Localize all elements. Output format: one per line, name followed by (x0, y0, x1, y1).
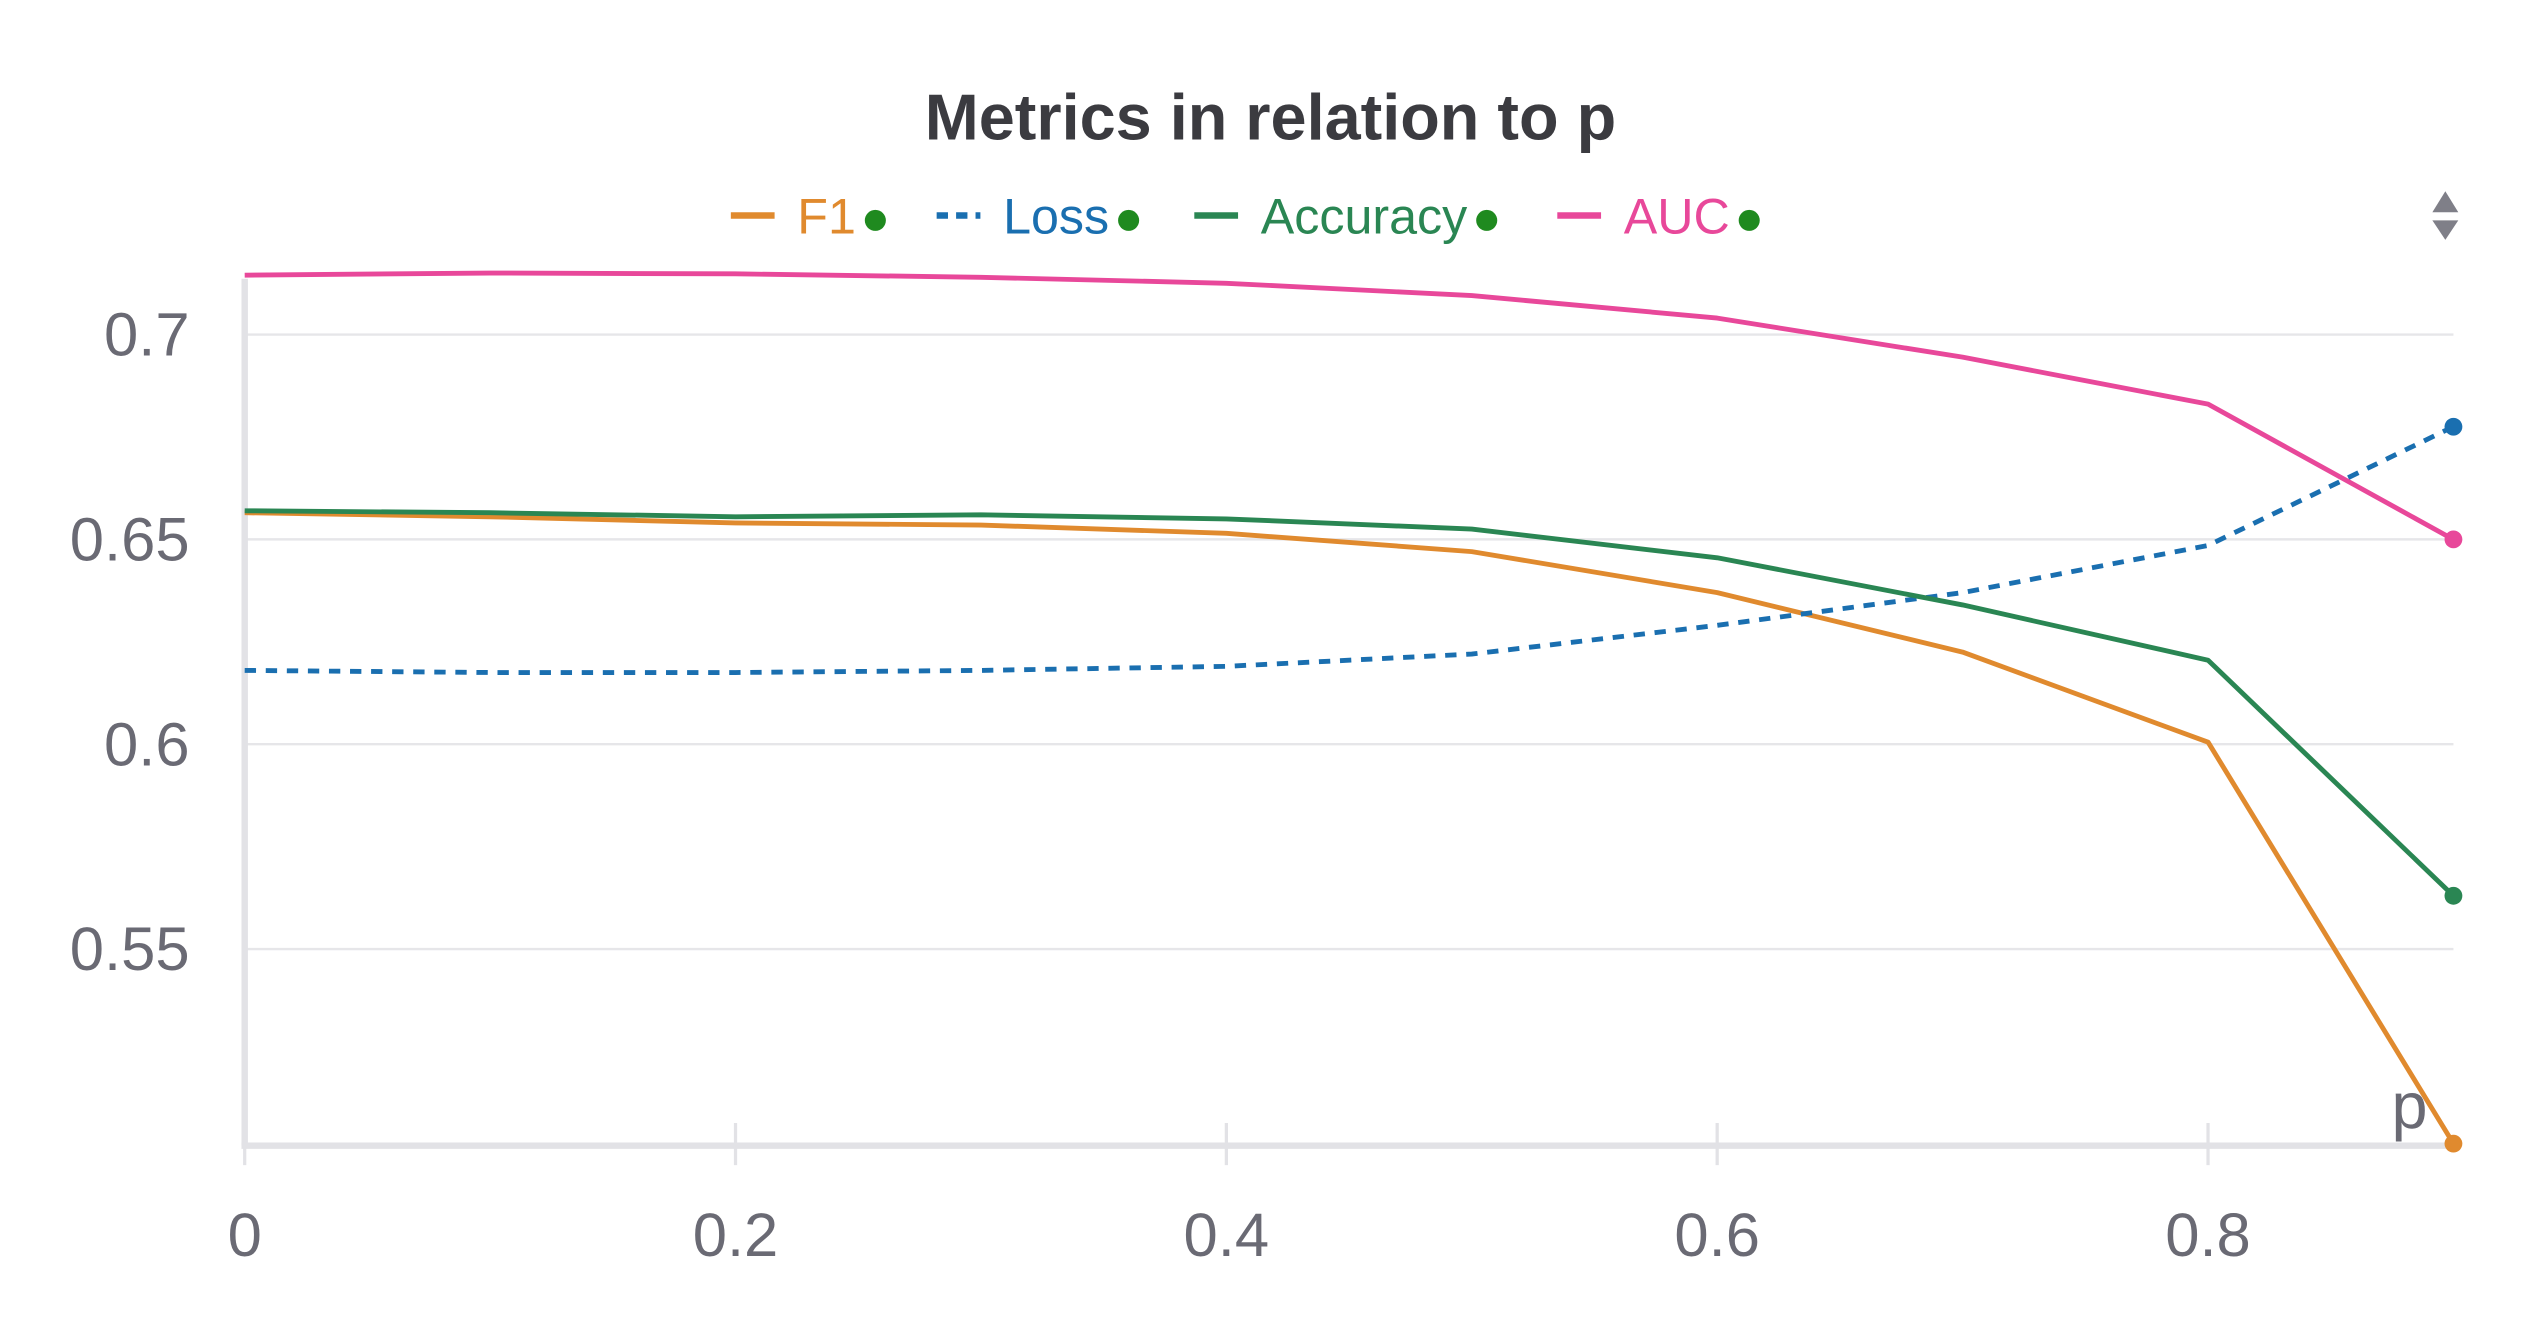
axes (241, 278, 2454, 1166)
y-tick-label: 0.6 (104, 710, 190, 779)
x-tick-label: 0.8 (2165, 1201, 2251, 1270)
tick-labels: 0.55 0.6 0.65 0.7 0 0.2 0.4 0.6 0.8 (70, 301, 2251, 1270)
x-tick-label: 0.6 (1674, 1201, 1760, 1270)
legend-label: Loss (1003, 188, 1109, 244)
series-end-point-f1 (2444, 1134, 2463, 1153)
legend-item-loss[interactable]: Loss (936, 188, 1140, 244)
series-end-point-loss (2444, 417, 2463, 436)
legend-status-dot (1118, 209, 1140, 231)
y-tick-label: 0.65 (70, 505, 190, 574)
chart-title: Metrics in relation to p (925, 80, 1616, 153)
series-end-point-accuracy (2444, 886, 2463, 905)
legend-label: AUC (1624, 188, 1730, 244)
series-line-f1 (244, 510, 2456, 1145)
x-tick-label: 0 (228, 1201, 262, 1270)
legend-status-dot (864, 209, 886, 231)
series-end-point-auc (2444, 530, 2463, 549)
legend-status-dot (1476, 209, 1498, 231)
legend-item-auc[interactable]: AUC (1557, 188, 1760, 244)
series-line-loss (244, 424, 2455, 675)
y-tick-label: 0.55 (70, 915, 190, 984)
sort-up-down-icon[interactable] (2432, 191, 2459, 240)
series-line-accuracy (244, 508, 2456, 898)
legend-item-f1[interactable]: F1 (730, 188, 886, 244)
legend-label: Accuracy (1261, 188, 1468, 244)
x-tick-label: 0.4 (1184, 1201, 1270, 1270)
legend-item-accuracy[interactable]: Accuracy (1194, 188, 1498, 244)
x-axis-label: p (2391, 1069, 2427, 1142)
legend: F1 Loss Accuracy AUC (730, 188, 1760, 244)
legend-status-dot (1738, 209, 1760, 231)
y-tick-label: 0.7 (104, 301, 190, 370)
legend-label: F1 (797, 188, 856, 244)
gridlines (244, 333, 2454, 951)
x-tick-label: 0.2 (693, 1201, 779, 1270)
series-line-auc (244, 270, 2455, 542)
series-lines (244, 270, 2463, 1153)
